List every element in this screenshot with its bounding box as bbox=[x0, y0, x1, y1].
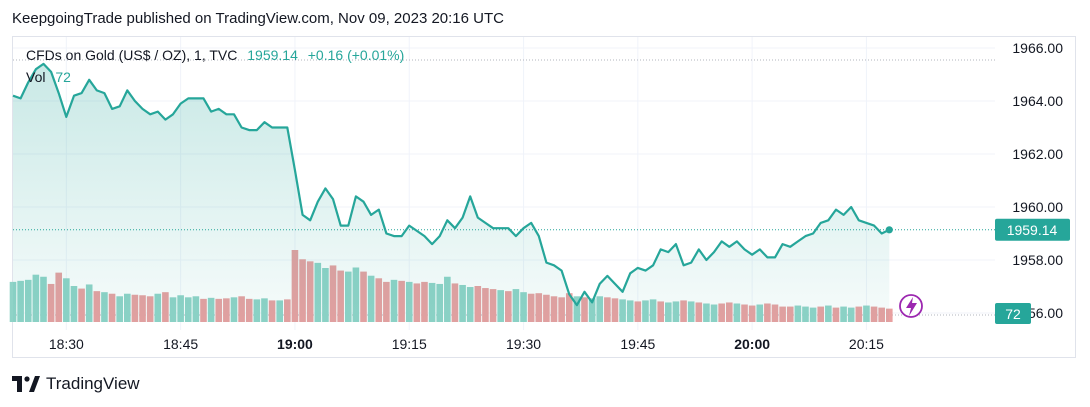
symbol-name: CFDs on Gold (US$ / OZ), 1, TVC bbox=[26, 47, 238, 63]
x-tick-label: 19:45 bbox=[620, 336, 655, 352]
chart-frame[interactable] bbox=[12, 36, 1076, 358]
tradingview-brand[interactable]: TradingView bbox=[12, 374, 140, 394]
last-price-value: 1959.14 bbox=[247, 47, 298, 63]
x-tick-label: 18:30 bbox=[49, 336, 84, 352]
y-tick-label: 1966.00 bbox=[1012, 40, 1063, 56]
price-change-value: +0.16 (+0.01%) bbox=[307, 47, 405, 63]
last-price-dot bbox=[885, 226, 893, 234]
lightning-icon bbox=[899, 294, 923, 318]
volume-badge bbox=[995, 303, 1031, 324]
lightning-icon-bolt bbox=[906, 297, 917, 316]
x-tick-label: 18:45 bbox=[163, 336, 198, 352]
volume-legend[interactable]: Vol 72 bbox=[26, 69, 71, 85]
publisher-line: KeepgoingTrade published on TradingView.… bbox=[12, 10, 504, 27]
y-tick-label: 1960.00 bbox=[1012, 199, 1063, 215]
x-tick-label: 20:15 bbox=[849, 336, 884, 352]
volume-badge-label: 72 bbox=[1005, 306, 1021, 322]
x-tick-label: 19:00 bbox=[277, 336, 313, 352]
tradingview-name: TradingView bbox=[46, 374, 140, 393]
x-tick-label: 19:30 bbox=[506, 336, 541, 352]
symbol-legend[interactable]: CFDs on Gold (US$ / OZ), 1, TVC 1959.14 … bbox=[26, 47, 404, 63]
volume-value: 72 bbox=[55, 69, 71, 85]
volume-label: Vol bbox=[26, 69, 46, 85]
last-price-badge-label: 1959.14 bbox=[1007, 222, 1058, 238]
price-layer bbox=[12, 62, 995, 323]
x-tick-label: 19:15 bbox=[392, 336, 427, 352]
tradingview-logo-icon bbox=[12, 376, 40, 392]
axis-layer: 1966.001964.001962.001960.001958.001956.… bbox=[49, 40, 1070, 352]
price-area bbox=[13, 63, 890, 323]
price-line bbox=[12, 62, 890, 307]
y-tick-label: 1962.00 bbox=[1012, 146, 1063, 162]
y-tick-label: 1958.00 bbox=[1012, 252, 1063, 268]
y-tick-label: 1964.00 bbox=[1012, 93, 1063, 109]
last-price-badge bbox=[995, 218, 1070, 241]
x-tick-label: 20:00 bbox=[734, 336, 770, 352]
